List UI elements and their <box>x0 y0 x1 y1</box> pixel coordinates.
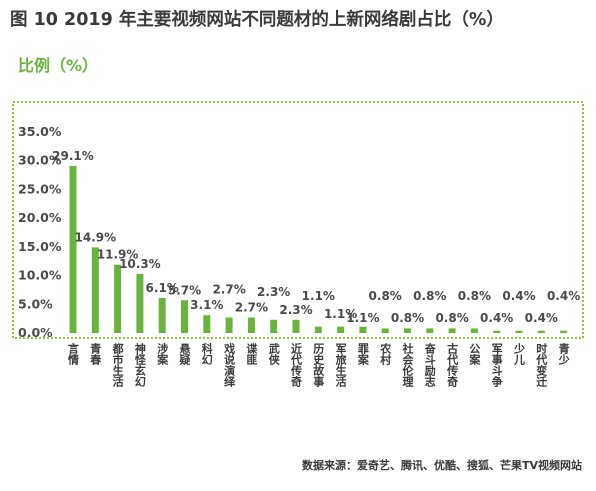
bar <box>314 326 322 333</box>
y-axis-label: 比例（%） <box>18 56 99 75</box>
x-category-label: 农村 <box>379 342 393 366</box>
bar <box>448 328 456 333</box>
x-category-label: 武侠 <box>267 342 280 366</box>
bar-value-label: 14.9% <box>74 230 116 244</box>
bar-value-label: 6.1% <box>146 281 179 295</box>
bar-value-label: 0.8% <box>435 311 468 325</box>
y-tick-label: 0.0% <box>18 325 53 340</box>
plot-frame <box>12 101 584 339</box>
bar-value-label: 1.1% <box>324 307 357 321</box>
bar-value-label: 2.3% <box>279 303 312 317</box>
bar <box>270 319 278 333</box>
x-category-label: 青春 <box>89 342 102 366</box>
chart-title: 图 10 2019 年主要视频网站不同题材的上新网络剧占比（%） <box>10 10 504 30</box>
x-category-label: 近代传奇 <box>290 342 304 388</box>
y-tick-label: 30.0% <box>18 153 62 168</box>
bar <box>470 328 478 333</box>
x-category-label: 涉案 <box>156 342 170 366</box>
bar <box>69 165 77 333</box>
x-category-label: 都市生活 <box>111 342 125 388</box>
bar <box>537 330 545 333</box>
bar-value-label: 2.7% <box>235 300 268 314</box>
y-tick-label: 15.0% <box>18 239 62 254</box>
bar <box>292 319 300 333</box>
bar-value-label: 0.4% <box>502 289 535 303</box>
x-category-label: 神怪玄幻 <box>133 342 146 388</box>
bar <box>136 273 144 333</box>
bar <box>359 326 367 333</box>
bar <box>91 247 99 333</box>
bar <box>337 326 345 333</box>
x-category-label: 青少 <box>557 342 571 365</box>
bar-value-label: 0.4% <box>547 289 580 303</box>
x-category-label: 军旅生活 <box>334 343 347 388</box>
x-category-label: 少儿 <box>513 342 527 366</box>
x-category-label: 科幻 <box>200 342 213 366</box>
bar <box>247 317 255 333</box>
bar <box>225 317 233 333</box>
bar-value-label: 2.7% <box>212 282 245 296</box>
bar-value-label: 3.1% <box>190 298 223 312</box>
bar-value-label: 0.8% <box>369 289 402 303</box>
data-source-note: 数据来源：爱奇艺、腾讯、优酷、搜狐、芒果TV视频网站 <box>301 459 582 472</box>
bar-value-label: 11.9% <box>97 248 139 262</box>
bar <box>404 328 411 333</box>
y-tick-label: 10.0% <box>18 268 62 283</box>
x-category-label: 言情 <box>67 342 80 366</box>
bar-value-label: 0.8% <box>391 311 424 325</box>
bar-value-label: 2.3% <box>257 285 290 299</box>
x-category-label: 军事斗争 <box>490 343 503 388</box>
x-category-label: 奋斗励志 <box>423 342 437 387</box>
x-category-label: 谍匪 <box>245 342 258 366</box>
y-tick-label: 5.0% <box>18 296 53 311</box>
bar <box>426 328 434 333</box>
bar <box>114 264 122 333</box>
bar <box>493 330 501 333</box>
bar-value-label: 0.8% <box>413 289 446 303</box>
bar-value-label: 0.4% <box>525 311 558 325</box>
x-category-label: 罪案 <box>356 343 370 366</box>
x-category-label: 历史故事 <box>312 343 325 388</box>
x-category-label: 时代变迁 <box>535 342 549 388</box>
bar-value-label: 10.3% <box>119 257 161 271</box>
bar <box>381 328 389 333</box>
x-category-label: 社会伦理 <box>401 342 415 387</box>
x-category-label: 戏说演绎 <box>223 342 237 388</box>
bar-value-label: 29.1% <box>52 149 94 163</box>
bar-value-label: 1.1% <box>302 289 335 303</box>
x-category-label: 悬疑 <box>178 343 192 366</box>
y-tick-label: 20.0% <box>18 210 62 225</box>
bar-value-label: 0.4% <box>480 311 513 325</box>
x-category-label: 古代传奇 <box>446 342 460 388</box>
bar <box>560 330 568 333</box>
bar <box>203 315 211 333</box>
bar-value-label: 5.7% <box>168 283 201 297</box>
x-category-label: 公案 <box>468 343 482 366</box>
bar-value-label: 0.8% <box>458 289 491 303</box>
y-tick-label: 25.0% <box>18 181 62 196</box>
bar-value-label: 1.1% <box>346 311 379 325</box>
y-tick-label: 35.0% <box>18 124 62 139</box>
bar <box>181 300 188 333</box>
bar <box>158 297 166 333</box>
bar <box>515 330 523 333</box>
